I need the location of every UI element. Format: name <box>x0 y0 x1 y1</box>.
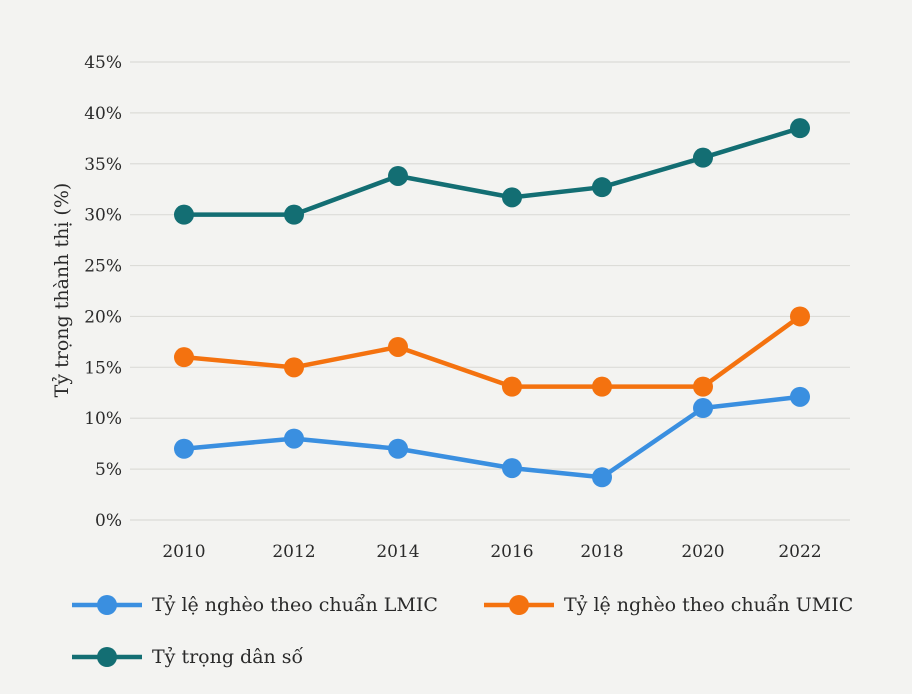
data-point <box>388 165 408 186</box>
data-point <box>502 187 522 208</box>
data-point <box>502 458 522 479</box>
data-point <box>388 336 408 357</box>
legend-label: Tỷ trọng dân số <box>152 646 304 668</box>
series-1 <box>174 306 810 397</box>
y-tick-label: 45% <box>84 53 122 73</box>
y-tick-label: 30% <box>84 206 122 226</box>
data-point <box>174 438 194 459</box>
y-tick-label: 10% <box>84 409 122 429</box>
data-point <box>790 118 810 139</box>
y-axis-ticks: 0% 5% 10% 15% 20% 25% 30% 35% 40% 45% <box>84 53 122 531</box>
data-point <box>502 376 522 397</box>
series-group <box>174 118 810 488</box>
data-point <box>790 386 810 407</box>
legend-marker <box>509 595 529 615</box>
y-tick-label: 5% <box>95 460 122 480</box>
legend-marker <box>97 647 117 667</box>
x-tick-label: 2014 <box>376 542 419 562</box>
series-0 <box>174 386 810 488</box>
x-axis-ticks: 2010 2012 2014 2016 2018 2020 2022 <box>162 542 821 562</box>
data-point <box>284 204 304 225</box>
legend-label: Tỷ lệ nghèo theo chuẩn UMIC <box>564 594 853 616</box>
data-point <box>284 428 304 449</box>
series-line <box>184 126 801 217</box>
x-tick-label: 2020 <box>681 542 724 562</box>
y-tick-label: 35% <box>84 155 122 175</box>
x-tick-label: 2022 <box>778 542 821 562</box>
data-point <box>693 147 713 168</box>
data-point <box>284 357 304 378</box>
series-line <box>183 314 802 389</box>
data-point <box>592 467 612 488</box>
y-tick-label: 20% <box>84 307 122 327</box>
y-tick-label: 40% <box>84 104 122 124</box>
gridlines <box>130 61 850 521</box>
data-point <box>174 347 194 368</box>
legend-marker <box>97 595 117 615</box>
data-point <box>693 376 713 397</box>
data-point <box>592 177 612 198</box>
y-tick-label: 25% <box>84 257 122 277</box>
data-point <box>790 306 810 327</box>
y-tick-label: 0% <box>95 511 122 531</box>
x-tick-label: 2018 <box>580 542 623 562</box>
x-tick-label: 2012 <box>272 542 315 562</box>
data-point <box>174 204 194 225</box>
legend-label: Tỷ lệ nghèo theo chuẩn LMIC <box>152 594 438 616</box>
legend-item: Tỷ lệ nghèo theo chuẩn LMIC <box>72 594 438 616</box>
data-point <box>592 376 612 397</box>
x-tick-label: 2016 <box>490 542 533 562</box>
legend-item: Tỷ lệ nghèo theo chuẩn UMIC <box>484 594 853 616</box>
legend-item: Tỷ trọng dân số <box>72 646 304 668</box>
y-tick-label: 15% <box>84 358 122 378</box>
y-axis-label: Tỷ trọng thành thị (%) <box>51 183 73 398</box>
x-tick-label: 2010 <box>162 542 205 562</box>
data-point <box>388 438 408 459</box>
data-point <box>693 398 713 419</box>
legend: Tỷ lệ nghèo theo chuẩn LMIC Tỷ lệ nghèo t… <box>72 594 853 668</box>
series-2 <box>174 118 810 225</box>
